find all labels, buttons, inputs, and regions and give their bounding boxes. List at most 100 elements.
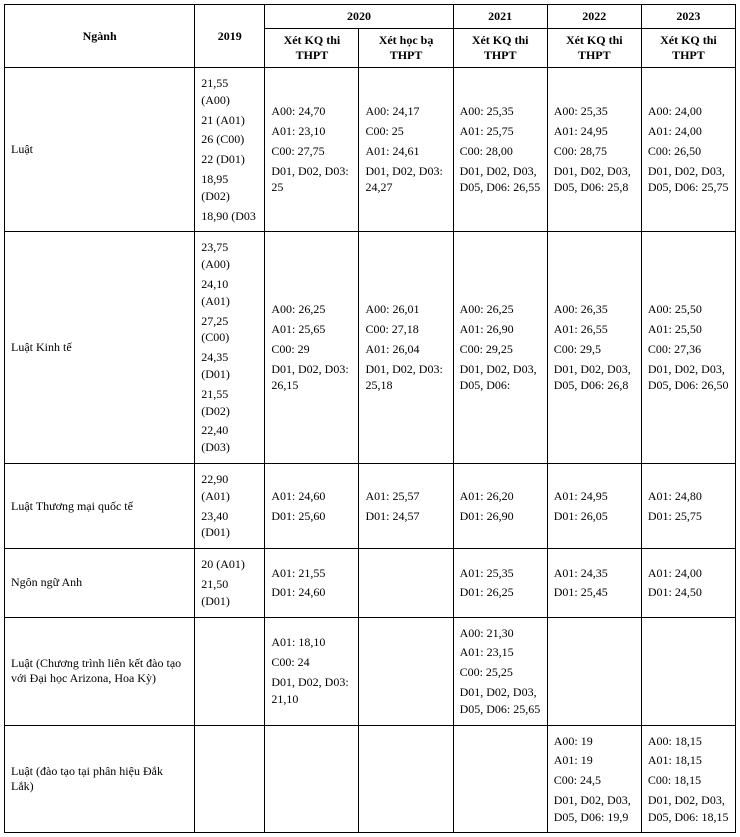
cell-line: C00: 24 xyxy=(271,654,352,671)
cell-line: D01, D02, D03, D05, D06: 26,55 xyxy=(460,163,541,197)
cell-2023: A01: 24,80 D01: 25,75 xyxy=(641,463,735,548)
cell-line: C00: 24,5 xyxy=(554,772,635,789)
cell-2020-kq: A00: 24,70 A01: 23,10 C00: 27,75 D01, D02, … xyxy=(265,68,359,232)
cell-line: A00: 24,17 xyxy=(365,103,446,120)
cell-line: A00: 26,35 xyxy=(554,301,635,318)
cell-line: A01: 25,50 xyxy=(648,321,729,338)
table-row: Luật (đào tạo tại phân hiệu Đắk Lắk) A00:… xyxy=(5,725,736,833)
cell-line: D01, D02, D03, D05, D06: xyxy=(460,361,541,395)
cell-2020-kq: A00: 26,25A01: 25,65C00: 29D01, D02, D03… xyxy=(265,232,359,464)
cell-line: A01: 19 xyxy=(554,752,635,769)
cell-line: A01: 18,10 xyxy=(271,634,352,651)
cell-line: C00: 26,50 xyxy=(648,143,729,160)
cell-line: A01: 24,60 xyxy=(271,488,352,505)
cell-line: A01: 24,00 xyxy=(648,565,729,582)
cell-line: A01: 25,35 xyxy=(460,565,541,582)
cell-2021: A01: 25,35D01: 26,25 xyxy=(453,549,547,617)
cell-line: A00: 26,01 xyxy=(365,301,446,318)
cell-2020-hb xyxy=(359,549,453,617)
cell-2021: A00: 21,30A01: 23,15C00: 25,25D01, D02, … xyxy=(453,617,547,725)
cell-line: A00: 25,50 xyxy=(648,301,729,318)
cell-2019 xyxy=(195,725,265,833)
cell-line: A01: 23,10 xyxy=(271,123,352,140)
cell-line: D01, D02, D03: 24,27 xyxy=(365,163,446,197)
cell-line: 21,55 (A00) xyxy=(201,75,258,109)
cell-2023 xyxy=(641,617,735,725)
cell-line: C00: 27,36 xyxy=(648,341,729,358)
header-2020: 2020 xyxy=(265,5,453,29)
cell-line: A00: 25,35 xyxy=(554,103,635,120)
table-row: Luật Kinh tế23,75 (A00)24,10 (A01)27,25 … xyxy=(5,232,736,464)
cell-2023: A00: 25,50 A01: 25,50 C00: 27,36 D01, D02, … xyxy=(641,232,735,464)
cell-line: 21 (A01) xyxy=(201,112,258,129)
cell-line: D01, D02, D03, D05, D06: 25,8 xyxy=(554,163,635,197)
cell-line: A01: 24,61 xyxy=(365,143,446,160)
cell-line: A00: 26,25 xyxy=(271,301,352,318)
cell-line: D01, D02, D03, D05, D06: 26,8 xyxy=(554,361,635,395)
cell-line: A00: 26,25 xyxy=(460,301,541,318)
cell-line: A01: 26,04 xyxy=(365,341,446,358)
cell-line: A01: 25,65 xyxy=(271,321,352,338)
header-2020-kq: Xét KQ thi THPT xyxy=(265,29,359,68)
cell-line: 24,35 (D01) xyxy=(201,349,258,383)
cell-2019 xyxy=(195,617,265,725)
cell-line: A01: 26,55 xyxy=(554,321,635,338)
cell-2022: A00: 25,35A01: 24,95C00: 28,75D01, D02, … xyxy=(547,68,641,232)
cell-line: 26 (C00) xyxy=(201,131,258,148)
cell-nganh: Luật (Chương trình liên kết đào tạo với … xyxy=(5,617,195,725)
cell-line: A00: 21,30 xyxy=(460,625,541,642)
cell-2020-hb: A00: 24,17C00: 25A01: 24,61D01, D02, D03… xyxy=(359,68,453,232)
table-row: Luật (Chương trình liên kết đào tạo với … xyxy=(5,617,736,725)
cell-line: A00: 24,70 xyxy=(271,103,352,120)
cell-line: D01, D02, D03: 26,15 xyxy=(271,361,352,395)
cell-nganh: Luật Thương mại quốc tế xyxy=(5,463,195,548)
cell-line: C00: 27,75 xyxy=(271,143,352,160)
header-2023: 2023 xyxy=(641,5,735,29)
cell-line: C00: 29,25 xyxy=(460,341,541,358)
cell-2021 xyxy=(453,725,547,833)
cell-line: C00: 28,00 xyxy=(460,143,541,160)
header-2019: 2019 xyxy=(195,5,265,68)
table-body: Luật21,55 (A00)21 (A01)26 (C00)22 (D01)1… xyxy=(5,68,736,833)
cell-line: C00: 18,15 xyxy=(648,772,729,789)
cell-2023: A00: 24,00 A01: 24,00 C00: 26,50 D01, D02, … xyxy=(641,68,735,232)
cell-line: A01: 24,95 xyxy=(554,123,635,140)
cell-2020-kq: A01: 24,60D01: 25,60 xyxy=(265,463,359,548)
cell-nganh: Luật Kinh tế xyxy=(5,232,195,464)
cell-nganh: Luật xyxy=(5,68,195,232)
cell-2020-hb xyxy=(359,617,453,725)
cell-2020-hb xyxy=(359,725,453,833)
cell-line: D01, D02, D03: 25 xyxy=(271,163,352,197)
cell-2022: A01: 24,35D01: 25,45 xyxy=(547,549,641,617)
cell-2019: 22,90 (A01)23,40 (D01) xyxy=(195,463,265,548)
cell-line: D01, D02, D03, D05, D06: 25,75 xyxy=(648,163,729,197)
cell-line: A01: 25,75 xyxy=(460,123,541,140)
cell-2019: 23,75 (A00)24,10 (A01)27,25 (C00)24,35 (… xyxy=(195,232,265,464)
cell-line: D01: 25,45 xyxy=(554,584,635,601)
cell-2020-kq: A01: 18,10 C00: 24 D01, D02, D03: 21,10 xyxy=(265,617,359,725)
cell-line: D01, D02, D03, D05, D06: 26,50 xyxy=(648,361,729,395)
header-2023-kq: Xét KQ thi THPT xyxy=(641,29,735,68)
cell-nganh: Luật (đào tạo tại phân hiệu Đắk Lắk) xyxy=(5,725,195,833)
cell-2020-kq xyxy=(265,725,359,833)
cell-2019: 20 (A01)21,50 (D01) xyxy=(195,549,265,617)
cell-line: A00: 24,00 xyxy=(648,103,729,120)
cell-line: A01: 26,90 xyxy=(460,321,541,338)
cell-line: A00: 18,15 xyxy=(648,733,729,750)
cell-line: C00: 25,25 xyxy=(460,664,541,681)
cell-line: D01, D02, D03: 21,10 xyxy=(271,674,352,708)
cell-2021: A01: 26,20D01: 26,90 xyxy=(453,463,547,548)
header-2021: 2021 xyxy=(453,5,547,29)
cell-2022 xyxy=(547,617,641,725)
header-2022: 2022 xyxy=(547,5,641,29)
cell-line: D01, D02, D03, D05, D06: 18,15 xyxy=(648,792,729,826)
cell-line: A01: 25,57 xyxy=(365,488,446,505)
cell-line: A01: 24,80 xyxy=(648,488,729,505)
cell-line: D01: 25,75 xyxy=(648,508,729,525)
cell-line: A01: 24,00 xyxy=(648,123,729,140)
cell-line: D01: 26,90 xyxy=(460,508,541,525)
cell-2021: A00: 25,35A01: 25,75C00: 28,00D01, D02, … xyxy=(453,68,547,232)
cell-line: A01: 21,55 xyxy=(271,565,352,582)
score-table: Ngành 2019 2020 2021 2022 2023 Xét KQ th… xyxy=(4,4,736,833)
cell-line: 27,25 (C00) xyxy=(201,313,258,347)
